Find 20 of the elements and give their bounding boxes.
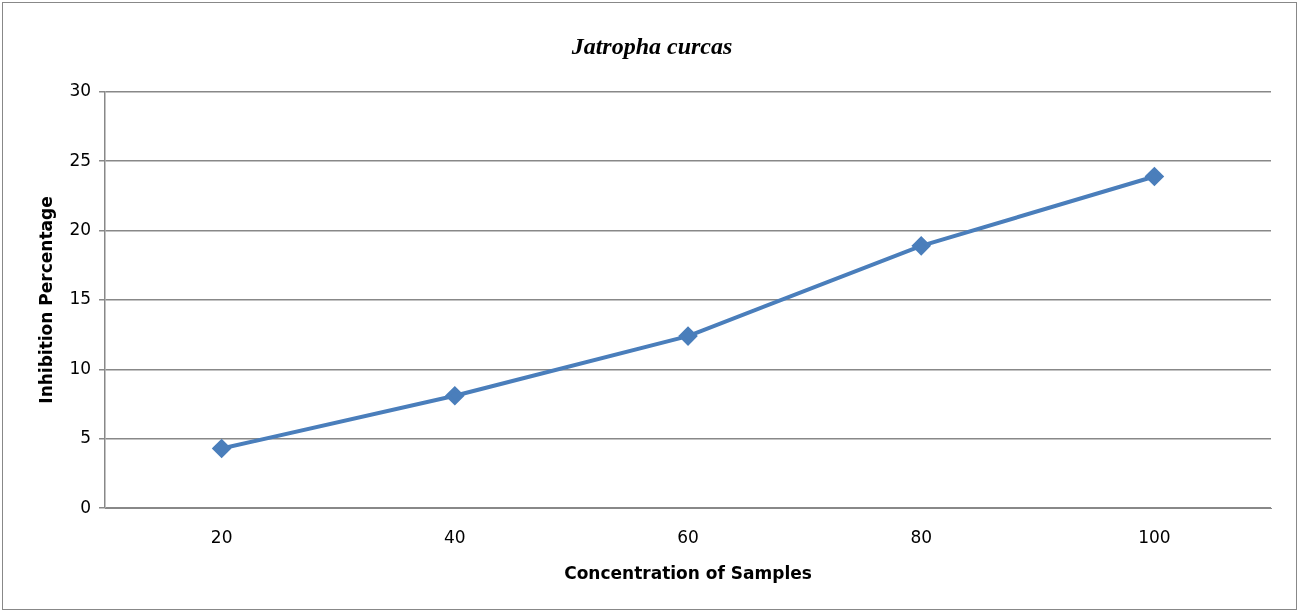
x-tick-label: 40 — [444, 526, 466, 547]
y-tick-label: 0 — [80, 496, 92, 517]
point — [212, 439, 231, 458]
y-tick-label: 5 — [80, 427, 92, 448]
x-tick-label: 100 — [1138, 526, 1171, 547]
y-tick-label: 30 — [69, 80, 92, 101]
x-tick-label: 20 — [210, 526, 233, 547]
y-tick-label: 25 — [69, 149, 92, 170]
x-axis-title: Concentration of Samples — [564, 563, 812, 584]
chart-title: Jatropha curcas — [570, 32, 733, 59]
x-tick-label: 60 — [677, 526, 699, 547]
y-tick-label: 20 — [69, 219, 92, 240]
point — [679, 327, 698, 346]
y-axis-title: Inhibition Percentage — [35, 196, 56, 404]
x-tick-label: 80 — [910, 526, 933, 547]
y-tick-label: 15 — [69, 288, 92, 309]
point — [1145, 167, 1164, 186]
y-tick-label: 10 — [69, 357, 92, 378]
point — [445, 386, 464, 405]
point — [912, 236, 931, 255]
